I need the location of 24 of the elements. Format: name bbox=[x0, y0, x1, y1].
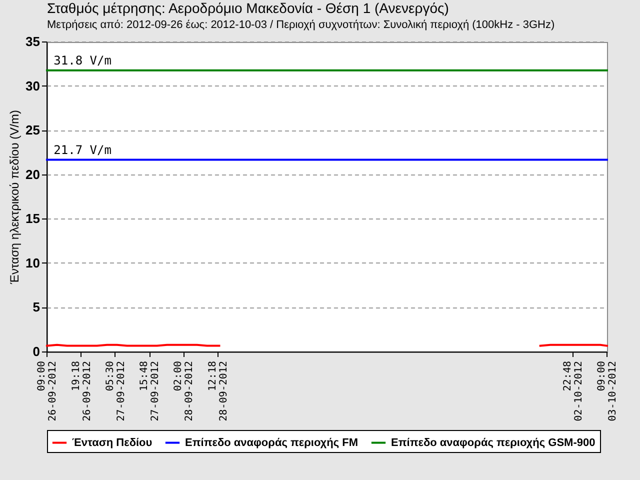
y-tick-label: 20 bbox=[26, 166, 40, 182]
x-tick-label: 09:00 03-10-2012 bbox=[596, 361, 618, 422]
chart-title: Σταθμός μέτρησης: Αεροδρόμιο Μακεδονία - Θέση 1 (Ανενεργός) bbox=[47, 0, 449, 16]
annotation: 31.8 V/m bbox=[54, 53, 112, 68]
x-tick-label: 15:48 27-09-2012 bbox=[139, 361, 162, 422]
x-tick-label: 05:30 27-09-2012 bbox=[104, 361, 127, 422]
legend-label: Επίπεδο αναφοράς περιοχής FM bbox=[185, 436, 358, 449]
y-tick-label: 30 bbox=[26, 78, 40, 94]
x-tick-label: 09:00 26-09-2012 bbox=[36, 361, 58, 422]
y-tick-label: 10 bbox=[26, 255, 40, 270]
y-tick-label: 5 bbox=[32, 300, 40, 315]
x-tick-label: 02:00 28-09-2012 bbox=[173, 361, 196, 422]
y-tick-label: 15 bbox=[26, 211, 40, 226]
annotation: 21.7 V/m bbox=[54, 142, 112, 157]
y-tick-label: 25 bbox=[26, 122, 40, 138]
y-tick-label: 0 bbox=[32, 344, 40, 359]
legend-label: Επίπεδο αναφοράς περιοχής GSM-900 bbox=[391, 436, 596, 449]
x-tick-label: 12:18 28-09-2012 bbox=[208, 361, 230, 422]
x-tick-label: 22:48 02-10-2012 bbox=[562, 361, 584, 422]
chart-subtitle: Μετρήσεις από: 2012-09-26 έως: 2012-10-03 / Περιοχή συχνοτήτων: Συνολική περιοχή (100kHz - 3GHz) bbox=[47, 19, 555, 31]
legend-label: Ένταση Πεδίου bbox=[72, 436, 152, 449]
y-axis-title: Ένταση ηλεκτρικού πεδίου (V/m) bbox=[8, 110, 22, 285]
y-tick-label: 35 bbox=[26, 34, 40, 49]
x-tick-label: 19:18 26-09-2012 bbox=[70, 361, 93, 422]
